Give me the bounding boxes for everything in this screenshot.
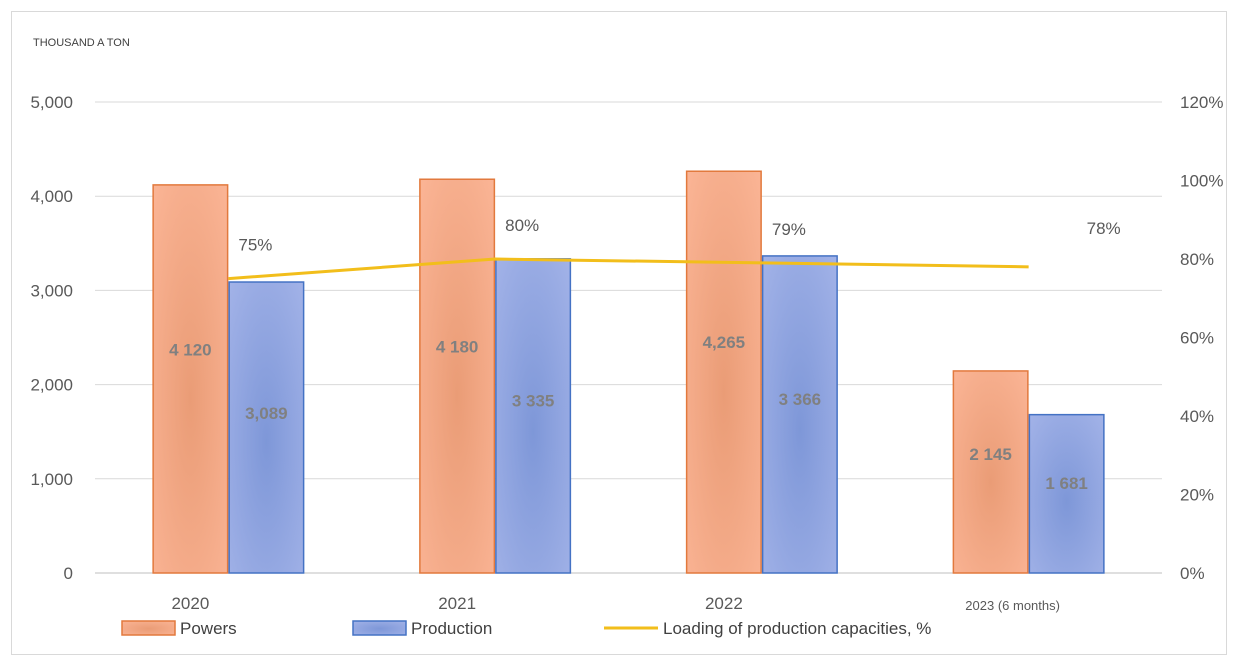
powers-bar: [419, 178, 496, 574]
unit-label: THOUSAND A TON: [33, 37, 130, 49]
left-tick-label: 3,000: [30, 281, 73, 300]
bars: [152, 170, 1105, 574]
legend-swatch: [352, 620, 407, 636]
percent-label: 80%: [505, 216, 539, 235]
right-tick-label: 20%: [1180, 486, 1214, 505]
legend-label: Loading of production capacities, %: [663, 619, 931, 638]
bar-value-label: 3 366: [779, 390, 822, 409]
loading-line-path: [228, 257, 1029, 281]
right-tick-label: 80%: [1180, 250, 1214, 269]
bar-value-label: 4 180: [436, 337, 479, 356]
percent-label: 78%: [1087, 219, 1121, 238]
loading-line: [228, 257, 1029, 281]
right-tick-label: 120%: [1180, 93, 1223, 112]
legend-label: Powers: [180, 619, 237, 638]
bar-value-label: 2 145: [969, 445, 1012, 464]
right-tick-label: 0%: [1180, 564, 1205, 583]
left-tick-label: 4,000: [30, 187, 73, 206]
data-labels: 4 120 3,089 4 180 3 335 4,265 3 366 2 145 1 681…: [169, 216, 1121, 493]
category-label: 2021: [438, 594, 476, 613]
category-label: 2020: [171, 594, 209, 613]
left-tick-label: 0: [64, 564, 73, 583]
right-axis-ticks: 0% 20% 40% 60% 80% 100% 120%: [1180, 93, 1223, 583]
percent-label: 75%: [238, 236, 272, 255]
right-tick-label: 100%: [1180, 172, 1223, 191]
production-bar: [495, 258, 572, 574]
left-axis-ticks: 0 1,000 2,000 3,000 4,000 5,000: [30, 93, 73, 583]
category-label: 2023 (6 months): [965, 598, 1060, 613]
right-tick-label: 60%: [1180, 329, 1214, 348]
percent-label: 79%: [772, 220, 806, 239]
right-tick-label: 40%: [1180, 407, 1214, 426]
category-labels: 2020 2021 2022 2023 (6 months): [171, 594, 1060, 613]
left-tick-label: 5,000: [30, 93, 73, 112]
production-bar: [228, 281, 305, 574]
category-label: 2022: [705, 594, 743, 613]
legend: Powers Production Loading of production ca…: [121, 619, 931, 638]
powers-bar: [952, 370, 1029, 574]
bar-value-label: 3 335: [512, 391, 555, 410]
legend-swatch: [121, 620, 176, 636]
chart-border: [11, 11, 1227, 655]
powers-bar: [685, 170, 762, 574]
left-tick-label: 1,000: [30, 470, 73, 489]
production-bar: [761, 255, 838, 574]
legend-label: Production: [411, 619, 492, 638]
bar-value-label: 1 681: [1045, 474, 1088, 493]
bar-value-label: 4,265: [703, 333, 746, 352]
powers-bar: [152, 184, 229, 574]
production-bar: [1028, 413, 1105, 574]
bar-value-label: 3,089: [245, 404, 288, 423]
left-tick-label: 2,000: [30, 376, 73, 395]
bar-value-label: 4 120: [169, 341, 212, 360]
